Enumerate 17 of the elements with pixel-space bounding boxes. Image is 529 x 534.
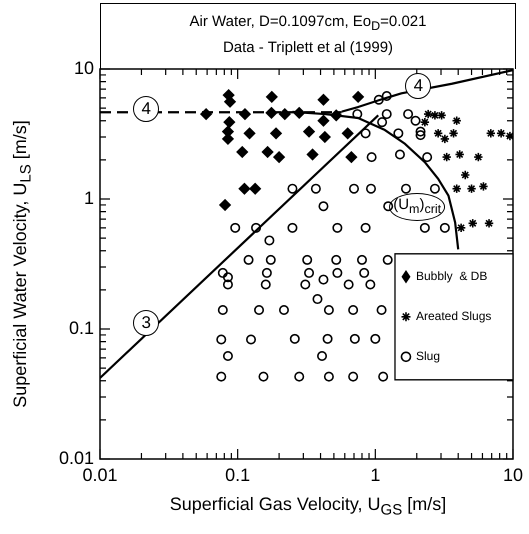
y-tick-label: 0.1 bbox=[68, 318, 94, 338]
legend-label: Bubbly & DB bbox=[416, 269, 488, 284]
legend-label: Areated Slugs bbox=[416, 309, 492, 324]
x-tick-label: 1 bbox=[370, 464, 380, 485]
legend-label: Slug bbox=[416, 349, 440, 364]
annotation: (U$_{m}$)$_{crit}$ bbox=[389, 193, 446, 222]
y-tick-label: 10 bbox=[74, 58, 94, 78]
x-tick-label: 10 bbox=[502, 464, 524, 485]
chart-title: Air Water, D=0.1097cm, Eo$_{D}$=0.021 bbox=[188, 13, 428, 33]
y-tick-label: 0.01 bbox=[58, 448, 94, 468]
annotation: 3 bbox=[133, 310, 160, 336]
annotation: 4 bbox=[405, 73, 432, 100]
y-tick-label: 1 bbox=[84, 188, 94, 208]
annotation: 4 bbox=[133, 96, 160, 122]
chart-subtitle: Data - Triplett et al (1999) bbox=[222, 39, 394, 56]
x-axis-title: Superficial Gas Velocity, U$_{GS}$ [m/s] bbox=[168, 494, 448, 519]
x-tick-label: 0.1 bbox=[225, 464, 250, 485]
